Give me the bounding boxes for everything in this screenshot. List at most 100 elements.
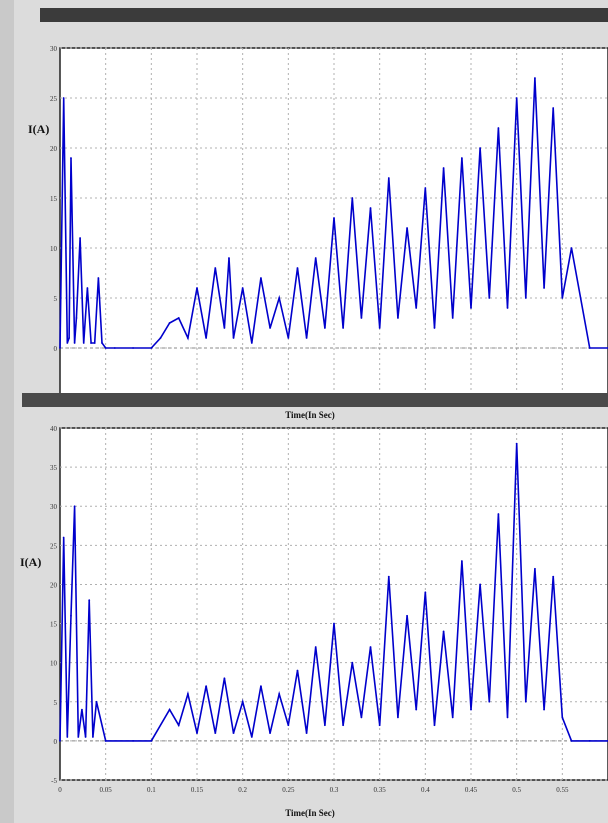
x-tick-label: 0.5 — [512, 786, 521, 794]
data-point — [177, 317, 180, 319]
data-point — [488, 700, 491, 703]
data-point — [570, 739, 573, 742]
data-point — [223, 327, 226, 329]
x-tick-label: 0.3 — [330, 786, 339, 794]
plot-separator — [22, 393, 608, 407]
data-point — [86, 287, 89, 289]
data-point — [196, 287, 198, 289]
data-point — [232, 337, 235, 339]
y-axis-label: I(A) — [28, 122, 49, 136]
data-point — [397, 716, 399, 719]
data-point — [479, 147, 482, 149]
data-point — [552, 107, 555, 109]
x-tick-label: 0 — [58, 786, 62, 794]
data-point — [387, 575, 390, 578]
data-point — [387, 177, 390, 179]
data-point — [66, 342, 69, 344]
data-point — [104, 739, 107, 742]
data-point — [101, 342, 103, 344]
data-point — [287, 337, 290, 339]
data-point — [250, 342, 253, 344]
data-point — [150, 347, 153, 349]
data-point — [442, 630, 445, 633]
data-point — [150, 739, 153, 742]
x-tick-label: 0.55 — [556, 786, 569, 794]
y-tick-label: 20 — [50, 581, 58, 589]
data-point — [497, 513, 500, 515]
data-point — [351, 197, 354, 199]
data-point — [470, 307, 472, 309]
chart-panel-1: -5051015202530I(A)Time(In Sec) — [22, 45, 608, 420]
data-point — [460, 157, 463, 159]
data-point — [186, 693, 189, 695]
data-point — [524, 297, 527, 299]
data-point — [342, 327, 345, 329]
data-point — [515, 442, 518, 445]
data-point — [91, 736, 94, 738]
data-point — [415, 307, 418, 309]
data-point — [66, 736, 69, 738]
data-point — [97, 277, 100, 279]
x-tick-label: 0.45 — [465, 786, 478, 794]
data-point — [570, 247, 573, 249]
data-point — [470, 708, 472, 711]
data-point — [588, 347, 591, 349]
data-point — [296, 669, 299, 672]
data-point — [415, 708, 418, 711]
x-tick-label: 0.25 — [282, 786, 295, 794]
data-point — [543, 708, 545, 711]
data-point — [77, 736, 80, 738]
data-point — [82, 342, 85, 344]
data-point — [59, 739, 61, 742]
data-point — [168, 708, 171, 711]
data-point — [360, 716, 363, 719]
data-point — [104, 347, 107, 349]
data-point — [214, 267, 217, 269]
x-axis-label: Time(In Sec) — [285, 410, 335, 420]
data-point — [424, 591, 427, 594]
data-point — [232, 732, 235, 734]
y-tick-label: 15 — [50, 621, 58, 629]
y-tick-label: 25 — [50, 95, 58, 103]
data-point — [360, 317, 363, 319]
data-point — [378, 327, 381, 329]
data-point — [543, 287, 545, 289]
data-point — [177, 724, 180, 727]
data-point — [205, 685, 208, 688]
data-point — [397, 317, 399, 319]
x-tick-label: 0.1 — [147, 786, 156, 794]
data-point — [70, 614, 72, 617]
x-tick-label: 0.4 — [421, 786, 430, 794]
data-point — [479, 583, 482, 586]
data-point — [406, 614, 408, 617]
x-tick-label: 0.15 — [191, 786, 204, 794]
y-tick-label: 5 — [54, 295, 58, 303]
data-point — [314, 646, 317, 648]
data-point — [305, 337, 308, 339]
data-point — [278, 297, 281, 299]
y-tick-label: 35 — [50, 464, 58, 472]
data-point — [241, 700, 244, 703]
data-point — [186, 337, 189, 339]
x-axis-label: Time(In Sec) — [285, 808, 335, 818]
data-point — [534, 567, 536, 570]
data-point — [323, 724, 326, 727]
data-point — [561, 716, 564, 719]
data-point — [406, 227, 408, 229]
data-point — [269, 732, 271, 734]
data-point — [524, 700, 527, 703]
data-point — [424, 187, 427, 189]
y-tick-label: -5 — [51, 777, 57, 785]
data-point — [68, 337, 71, 339]
data-point — [433, 724, 436, 727]
y-tick-label: 5 — [54, 699, 58, 707]
data-point — [369, 207, 372, 209]
data-point — [73, 505, 76, 508]
y-tick-label: 0 — [54, 345, 58, 353]
scope-toolbar — [40, 8, 608, 22]
data-point — [460, 560, 463, 562]
data-point — [534, 77, 536, 79]
data-point — [296, 267, 299, 269]
